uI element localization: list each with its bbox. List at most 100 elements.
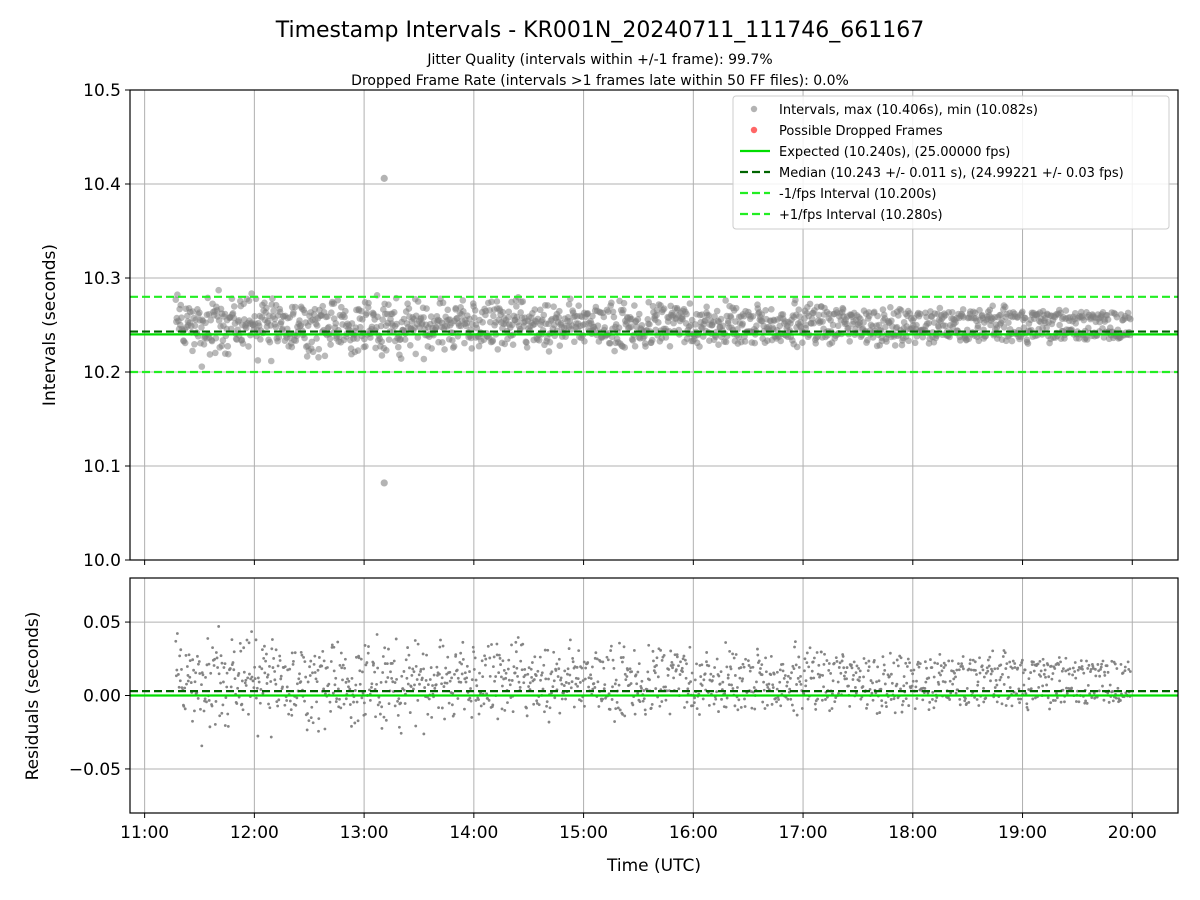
residual-point — [689, 680, 692, 684]
residual-point — [498, 656, 502, 660]
residual-point — [523, 668, 527, 671]
residual-point — [465, 664, 469, 668]
interval-point — [378, 338, 385, 345]
residual-point — [927, 676, 931, 680]
residual-point — [707, 703, 711, 707]
residual-point — [1101, 659, 1105, 663]
residual-point — [213, 657, 217, 661]
residual-point — [263, 671, 267, 675]
residual-point — [1121, 671, 1125, 675]
residual-point — [503, 708, 507, 712]
interval-point — [301, 309, 309, 317]
residual-point — [978, 671, 982, 675]
interval-point — [917, 310, 924, 318]
residual-point — [450, 676, 454, 680]
interval-point — [519, 298, 527, 305]
residual-point — [396, 714, 400, 717]
interval-point — [277, 318, 285, 326]
residual-point — [380, 727, 384, 730]
residual-point — [781, 662, 785, 666]
interval-point — [377, 322, 385, 330]
interval-point — [799, 339, 806, 346]
residual-point — [438, 672, 441, 676]
residual-point — [500, 707, 504, 711]
residual-point — [614, 707, 618, 711]
residual-point — [960, 662, 964, 666]
interval-point — [303, 353, 311, 360]
residual-point — [899, 656, 903, 660]
residual-point — [175, 632, 179, 635]
residual-point — [880, 704, 884, 708]
residual-point — [910, 684, 914, 688]
interval-point — [621, 344, 629, 351]
residual-point — [723, 692, 727, 696]
residual-point — [621, 660, 624, 664]
residual-point — [798, 680, 802, 684]
residual-point — [1089, 667, 1093, 671]
interval-point — [308, 338, 316, 346]
residual-point — [670, 660, 674, 664]
residual-point — [583, 704, 586, 708]
residual-point — [916, 660, 920, 664]
residual-point — [1002, 649, 1006, 652]
residual-point — [907, 704, 911, 707]
residual-point — [755, 680, 758, 684]
residual-point — [357, 656, 361, 660]
residual-point — [986, 669, 990, 673]
residual-point — [842, 674, 846, 678]
residual-point — [414, 664, 418, 668]
interval-point — [829, 321, 837, 329]
residual-point — [852, 660, 856, 664]
residual-point — [965, 687, 969, 690]
residual-point — [567, 647, 571, 650]
interval-point — [976, 306, 983, 314]
residual-point — [404, 658, 408, 662]
interval-point — [732, 304, 740, 312]
residual-point — [1055, 692, 1058, 695]
residual-point — [608, 708, 612, 711]
residual-point — [1019, 663, 1022, 667]
residual-point — [1039, 669, 1043, 673]
residual-point — [239, 649, 243, 653]
residual-point — [426, 683, 430, 687]
residual-point — [1111, 689, 1115, 693]
residual-point — [1013, 662, 1017, 665]
intervals-y-tick-label: 10.4 — [83, 175, 121, 195]
residual-point — [577, 649, 581, 653]
residual-point — [480, 659, 484, 663]
residual-point — [290, 713, 294, 717]
residual-point — [932, 675, 936, 679]
residual-point — [312, 662, 316, 666]
residual-point — [315, 680, 319, 683]
interval-point — [722, 297, 729, 304]
interval-point — [326, 335, 334, 342]
residual-point — [652, 659, 655, 663]
residual-point — [835, 659, 839, 663]
residual-point — [803, 657, 807, 661]
interval-point — [655, 319, 662, 326]
interval-point — [459, 297, 467, 304]
interval-point — [453, 314, 461, 322]
residual-point — [504, 671, 508, 675]
residual-point — [908, 661, 911, 665]
residual-point — [255, 686, 259, 690]
residual-point — [738, 676, 742, 680]
residual-point — [778, 680, 782, 684]
residual-point — [807, 665, 811, 669]
residual-point — [297, 677, 301, 681]
residual-point — [621, 656, 625, 659]
residual-point — [564, 681, 568, 684]
residual-point — [913, 707, 917, 711]
residual-point — [1068, 667, 1072, 671]
residual-point — [367, 645, 370, 648]
residual-point — [736, 686, 739, 689]
residual-point — [827, 668, 831, 672]
residual-point — [456, 697, 460, 700]
residual-point — [269, 735, 273, 739]
residual-point — [194, 671, 198, 675]
residual-point — [1021, 671, 1025, 675]
residual-point — [712, 702, 716, 706]
residual-point — [455, 668, 459, 672]
residual-point — [459, 680, 463, 684]
residual-point — [701, 697, 705, 701]
